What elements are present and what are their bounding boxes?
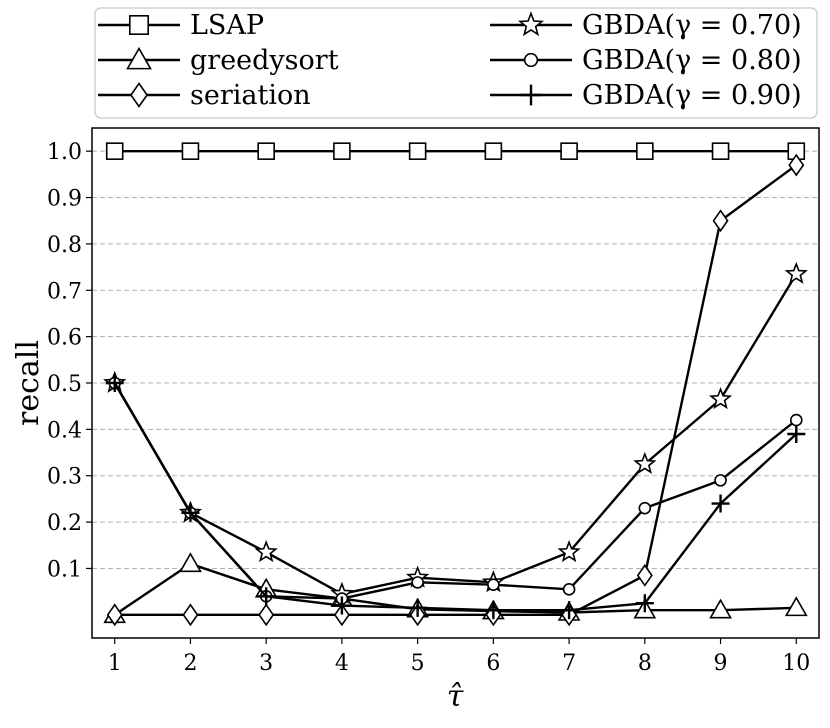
data-point <box>105 374 124 392</box>
data-point <box>560 142 578 160</box>
legend-marker <box>520 84 542 106</box>
x-tick-label: 4 <box>335 651 349 676</box>
data-point <box>711 494 730 513</box>
y-tick-label: 0.3 <box>47 465 82 490</box>
data-point <box>787 425 806 443</box>
data-point <box>636 564 653 587</box>
legend-item: GBDA(γ = 0.90) <box>490 80 802 111</box>
data-point <box>106 603 123 627</box>
legend-marker <box>523 52 539 68</box>
y-tick-label: 0.5 <box>47 372 82 397</box>
legend-label: GBDA(γ = 0.80) <box>582 45 802 76</box>
x-tick-label: 6 <box>486 651 500 676</box>
data-point <box>105 142 124 160</box>
data-point <box>257 587 276 606</box>
data-point <box>332 596 351 615</box>
series-line <box>113 382 798 612</box>
legend-item: GBDA(γ = 0.70) <box>490 10 802 41</box>
data-point <box>714 474 727 487</box>
legend-marker <box>129 15 150 35</box>
y-axis-label: recall <box>11 340 46 426</box>
data-point <box>636 142 654 160</box>
y-tick-label: 0.9 <box>47 187 82 212</box>
data-point <box>179 552 202 573</box>
series-square <box>105 142 806 160</box>
legend-label: GBDA(γ = 0.70) <box>582 10 802 41</box>
legend-label: seriation <box>190 80 311 111</box>
y-tick-label: 0.1 <box>47 557 82 582</box>
y-tick-label: 0.7 <box>47 279 82 304</box>
x-axis-label: τ̂ <box>447 679 464 714</box>
legend-label: greedysort <box>190 45 339 76</box>
y-tick-label: 0.6 <box>47 326 82 351</box>
legend-item: LSAP <box>98 10 264 41</box>
legend: LSAP greedysort seriation GBDA(γ = 0.70) GBD… <box>94 7 818 119</box>
data-point <box>633 451 657 475</box>
data-point <box>789 413 803 427</box>
legend-label: GBDA(γ = 0.90) <box>582 80 802 111</box>
data-point <box>254 540 278 563</box>
data-point <box>708 387 733 410</box>
data-point <box>484 601 503 620</box>
legend-item: GBDA(γ = 0.80) <box>490 45 802 76</box>
data-point <box>784 261 808 284</box>
series-plus <box>105 374 806 620</box>
ticks: 0.1 0.2 0.3 0.4 0.5 0.6 0.7 0.8 0.9 1.0 1 2 3 4 5 6 7 8 9 1… <box>47 140 810 676</box>
x-tick-label: 9 <box>714 651 728 676</box>
legend-label: LSAP <box>190 10 264 41</box>
data-point <box>635 594 654 613</box>
data-point <box>709 598 732 619</box>
data-point <box>784 596 808 617</box>
legend-marker <box>126 46 152 70</box>
series-diamond <box>106 153 805 627</box>
y-tick-label: 1.0 <box>47 140 82 165</box>
data-point <box>638 501 652 515</box>
series-line <box>113 273 798 596</box>
y-tick-label: 0.8 <box>47 233 82 258</box>
data-point <box>181 142 200 160</box>
legend-box <box>94 7 818 119</box>
data-point <box>484 142 503 160</box>
x-tick-label: 2 <box>183 651 197 676</box>
data-point <box>408 142 427 160</box>
legend-item: seriation <box>98 80 311 111</box>
data-point <box>562 583 576 596</box>
y-tick-label: 0.4 <box>47 418 82 443</box>
x-tick-label: 8 <box>638 651 652 676</box>
y-tick-label: 0.2 <box>47 511 82 536</box>
legend-marker <box>517 11 545 37</box>
data-point <box>788 153 805 177</box>
data-point <box>411 576 424 589</box>
data-point <box>557 540 581 563</box>
data-point <box>711 142 730 160</box>
data-point <box>181 503 200 522</box>
data-point <box>712 209 729 233</box>
x-tick-label: 3 <box>259 651 273 676</box>
data-point <box>257 142 275 160</box>
data-point <box>560 601 579 620</box>
x-tick-label: 1 <box>108 651 122 676</box>
data-point <box>333 142 351 160</box>
x-tick-label: 10 <box>782 651 810 676</box>
legend-marker <box>129 82 149 108</box>
data-point <box>487 578 500 591</box>
data-point <box>408 598 427 617</box>
x-tick-label: 7 <box>562 651 576 676</box>
series-layer <box>103 142 808 627</box>
data-point <box>258 603 275 627</box>
data-point <box>333 603 350 627</box>
legend-item: greedysort <box>98 45 339 76</box>
series-line <box>114 164 797 617</box>
data-point <box>182 603 199 627</box>
x-tick-label: 5 <box>411 651 425 676</box>
